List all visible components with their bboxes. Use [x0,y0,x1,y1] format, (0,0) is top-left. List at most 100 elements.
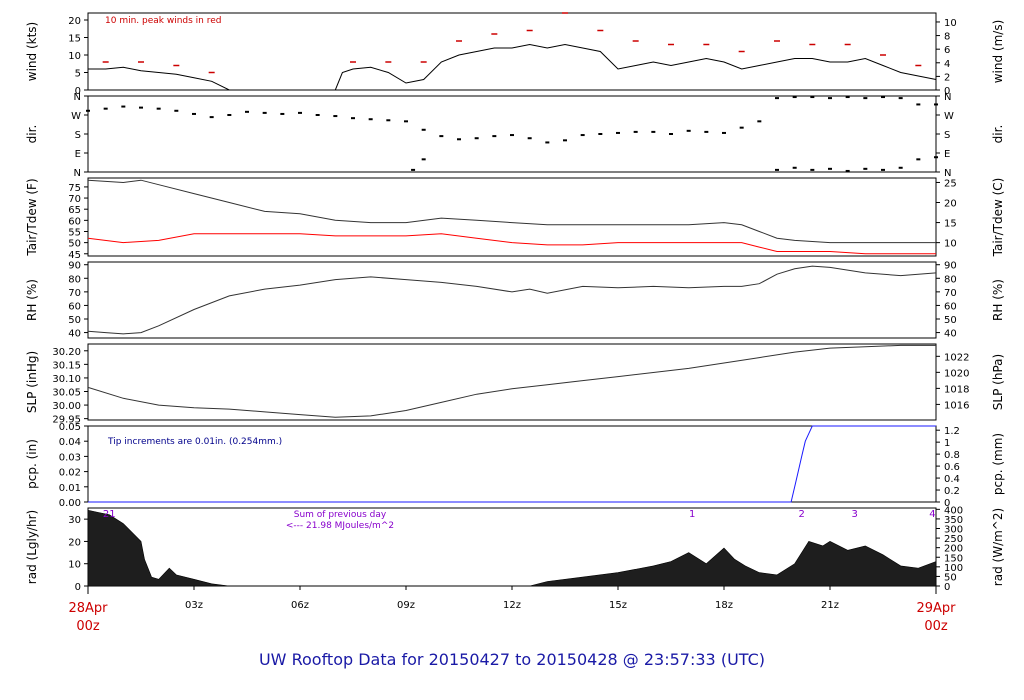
dir-point [174,109,179,112]
dir-point [298,111,302,114]
ytick-label-left: 0.05 [59,422,81,433]
ytick-label-left: 20 [68,537,81,548]
dir-point [845,169,850,172]
dir-point [616,131,620,134]
ytick-label-left: 80 [68,274,81,285]
ylabel-left: SLP (inHg) [25,351,39,413]
ytick-label-left: 5 [75,69,81,80]
dir-point [775,97,779,100]
footer-title: UW Rooftop Data for 20150427 to 20150428… [258,650,766,669]
dir-point [333,115,338,118]
ytick-label-left: 40 [68,329,81,340]
ytick-label-right: 80 [944,274,957,285]
dir-point [510,134,514,137]
dir-point [351,117,355,120]
dir-point [192,112,196,115]
series-line-Tair [87,179,936,244]
ytick-label-left: 45 [68,250,81,261]
pcp-annotation: Tip increments are 0.01in. (0.254mm.) [107,437,282,447]
ytick-label-right: E [944,149,950,160]
rad-day-marker: 3 [852,509,858,520]
rad-day-marker: 21 [103,509,116,520]
ytick-label-left: 50 [68,239,81,250]
ytick-label-right: 1022 [944,352,969,363]
ytick-label-right: 0 [944,86,950,97]
dir-point [227,114,232,116]
dir-point [156,107,161,110]
ytick-label-right: 4 [944,59,950,70]
xtick-label: 21z [821,600,839,611]
ylabel-left: Tair/Tdew (F) [25,178,39,256]
ytick-label-right: 40 [944,329,957,340]
dir-point [898,97,903,100]
dir-point [103,107,108,110]
dir-point [916,158,921,161]
ytick-label-right: 0.2 [944,486,960,497]
ytick-label-right: 8 [944,32,950,43]
ylabel-right: wind (m/s) [991,20,1005,84]
dir-point [916,103,921,106]
dir-point [863,167,868,170]
dir-point [881,96,885,99]
dir-point [527,137,532,140]
ytick-label-right: 0 [944,582,950,593]
dir-point [315,114,320,116]
ytick-label-left: E [75,149,81,160]
panel-frame-wind [87,12,937,91]
dir-point [810,96,815,99]
time-start-label: 00z [76,619,100,634]
series-line-wind [88,43,937,91]
ytick-label-left: 55 [68,227,81,238]
ytick-label-left: 30.20 [52,347,81,358]
ytick-label-right: 1020 [944,368,969,379]
dir-point [739,126,744,129]
wind-annotation: 10 min. peak winds in red [105,16,222,26]
ytick-label-right: 10 [944,239,957,250]
dir-point [245,110,249,113]
ytick-label-left: 0 [75,86,81,97]
ytick-label-right: 250 [944,534,963,545]
dir-point [651,130,656,133]
ytick-label-right: 1018 [944,384,969,395]
dir-point [545,141,550,144]
ylabel-left: RH (%) [25,279,39,321]
xtick-label: 12z [503,600,521,611]
ytick-label-left: 50 [68,315,81,326]
ytick-label-right: 400 [944,505,963,516]
ytick-label-right: 150 [944,553,963,564]
dir-point [139,106,143,109]
ytick-label-left: 0.02 [59,468,81,479]
ytick-label-left: 30.15 [52,360,81,371]
dir-point [209,116,214,119]
dir-point [421,158,426,161]
dir-point [563,139,567,142]
dir-point [280,112,285,115]
ytick-label-right: 0.4 [944,474,960,485]
dir-point [262,111,267,114]
ytick-label-right: 200 [944,544,963,555]
dir-point [810,168,815,171]
dir-point [792,166,797,169]
ytick-label-left: N [74,168,81,179]
dir-point [775,168,779,171]
dir-point [686,129,691,132]
ytick-label-left: 10 [68,51,81,62]
ytick-label-right: 90 [944,261,957,272]
ytick-label-left: 30.05 [52,388,81,399]
dir-point [934,156,938,159]
dir-point [598,133,603,135]
ytick-label-left: 0.00 [59,498,81,509]
series-line-pcp [88,425,936,503]
ytick-label-left: 70 [68,194,81,205]
date-end-label: 29Apr [916,601,956,616]
ytick-label-right: 6 [944,45,950,56]
rad-day-marker: 4 [929,509,935,520]
dir-point [669,133,673,135]
ytick-label-left: 30 [68,515,81,526]
dir-point [421,128,426,131]
ytick-label-right: 0.8 [944,450,960,461]
panel-frame-temp [87,177,937,257]
rad-day-marker: 2 [799,509,805,520]
ylabel-right: dir. [991,125,1005,144]
